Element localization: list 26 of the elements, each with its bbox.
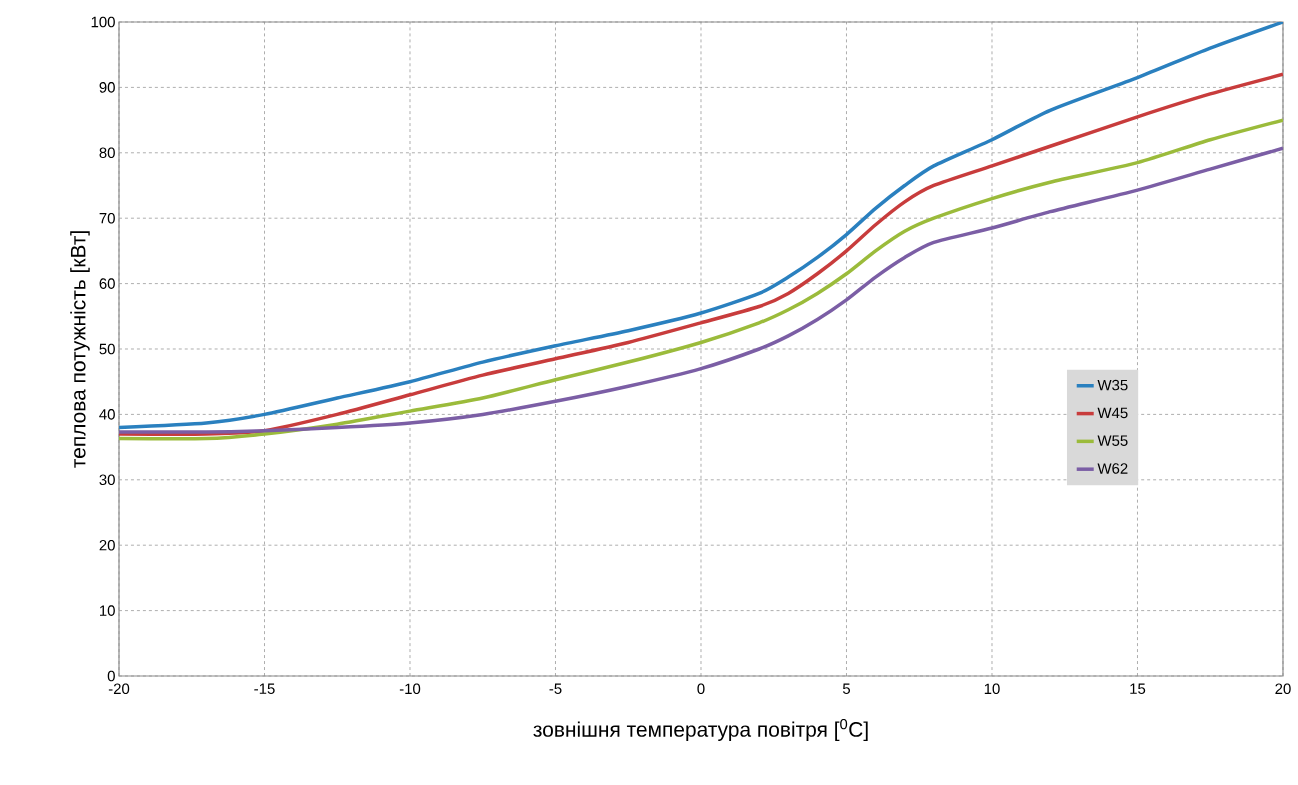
y-tick-label: 90	[99, 82, 115, 93]
x-axis-title: зовнішня температура повітря [$^{0}$C]	[533, 718, 868, 742]
y-axis-title: теплова потужність [кВт]	[70, 231, 90, 468]
x-tick-label: 20	[1275, 683, 1291, 695]
legend-label: W55	[1097, 435, 1128, 446]
x-tick-label: -10	[399, 683, 421, 695]
legend-label: W62	[1097, 463, 1128, 474]
y-tick-label: 60	[99, 278, 115, 289]
y-tick-label: 100	[91, 16, 115, 28]
x-tick-label: 15	[1130, 683, 1146, 694]
x-tick-label: -15	[254, 683, 275, 694]
x-tick-label: 0	[697, 683, 705, 695]
y-tick-label: 70	[99, 212, 115, 224]
y-tick-label: 10	[100, 605, 115, 616]
y-tick-label: 0	[107, 670, 115, 682]
y-tick-label: 40	[99, 409, 115, 420]
legend-label: W35	[1097, 379, 1128, 391]
x-tick-label: -5	[549, 683, 562, 694]
y-tick-label: 50	[99, 343, 115, 355]
x-tick-label: 5	[842, 683, 851, 694]
y-tick-label: 30	[99, 474, 115, 486]
x-tick-label: 10	[984, 683, 1000, 695]
y-tick-label: 20	[99, 539, 115, 551]
legend-label: W45	[1097, 407, 1128, 419]
y-tick-label: 80	[99, 147, 115, 159]
x-tick-label: -20	[108, 683, 130, 695]
